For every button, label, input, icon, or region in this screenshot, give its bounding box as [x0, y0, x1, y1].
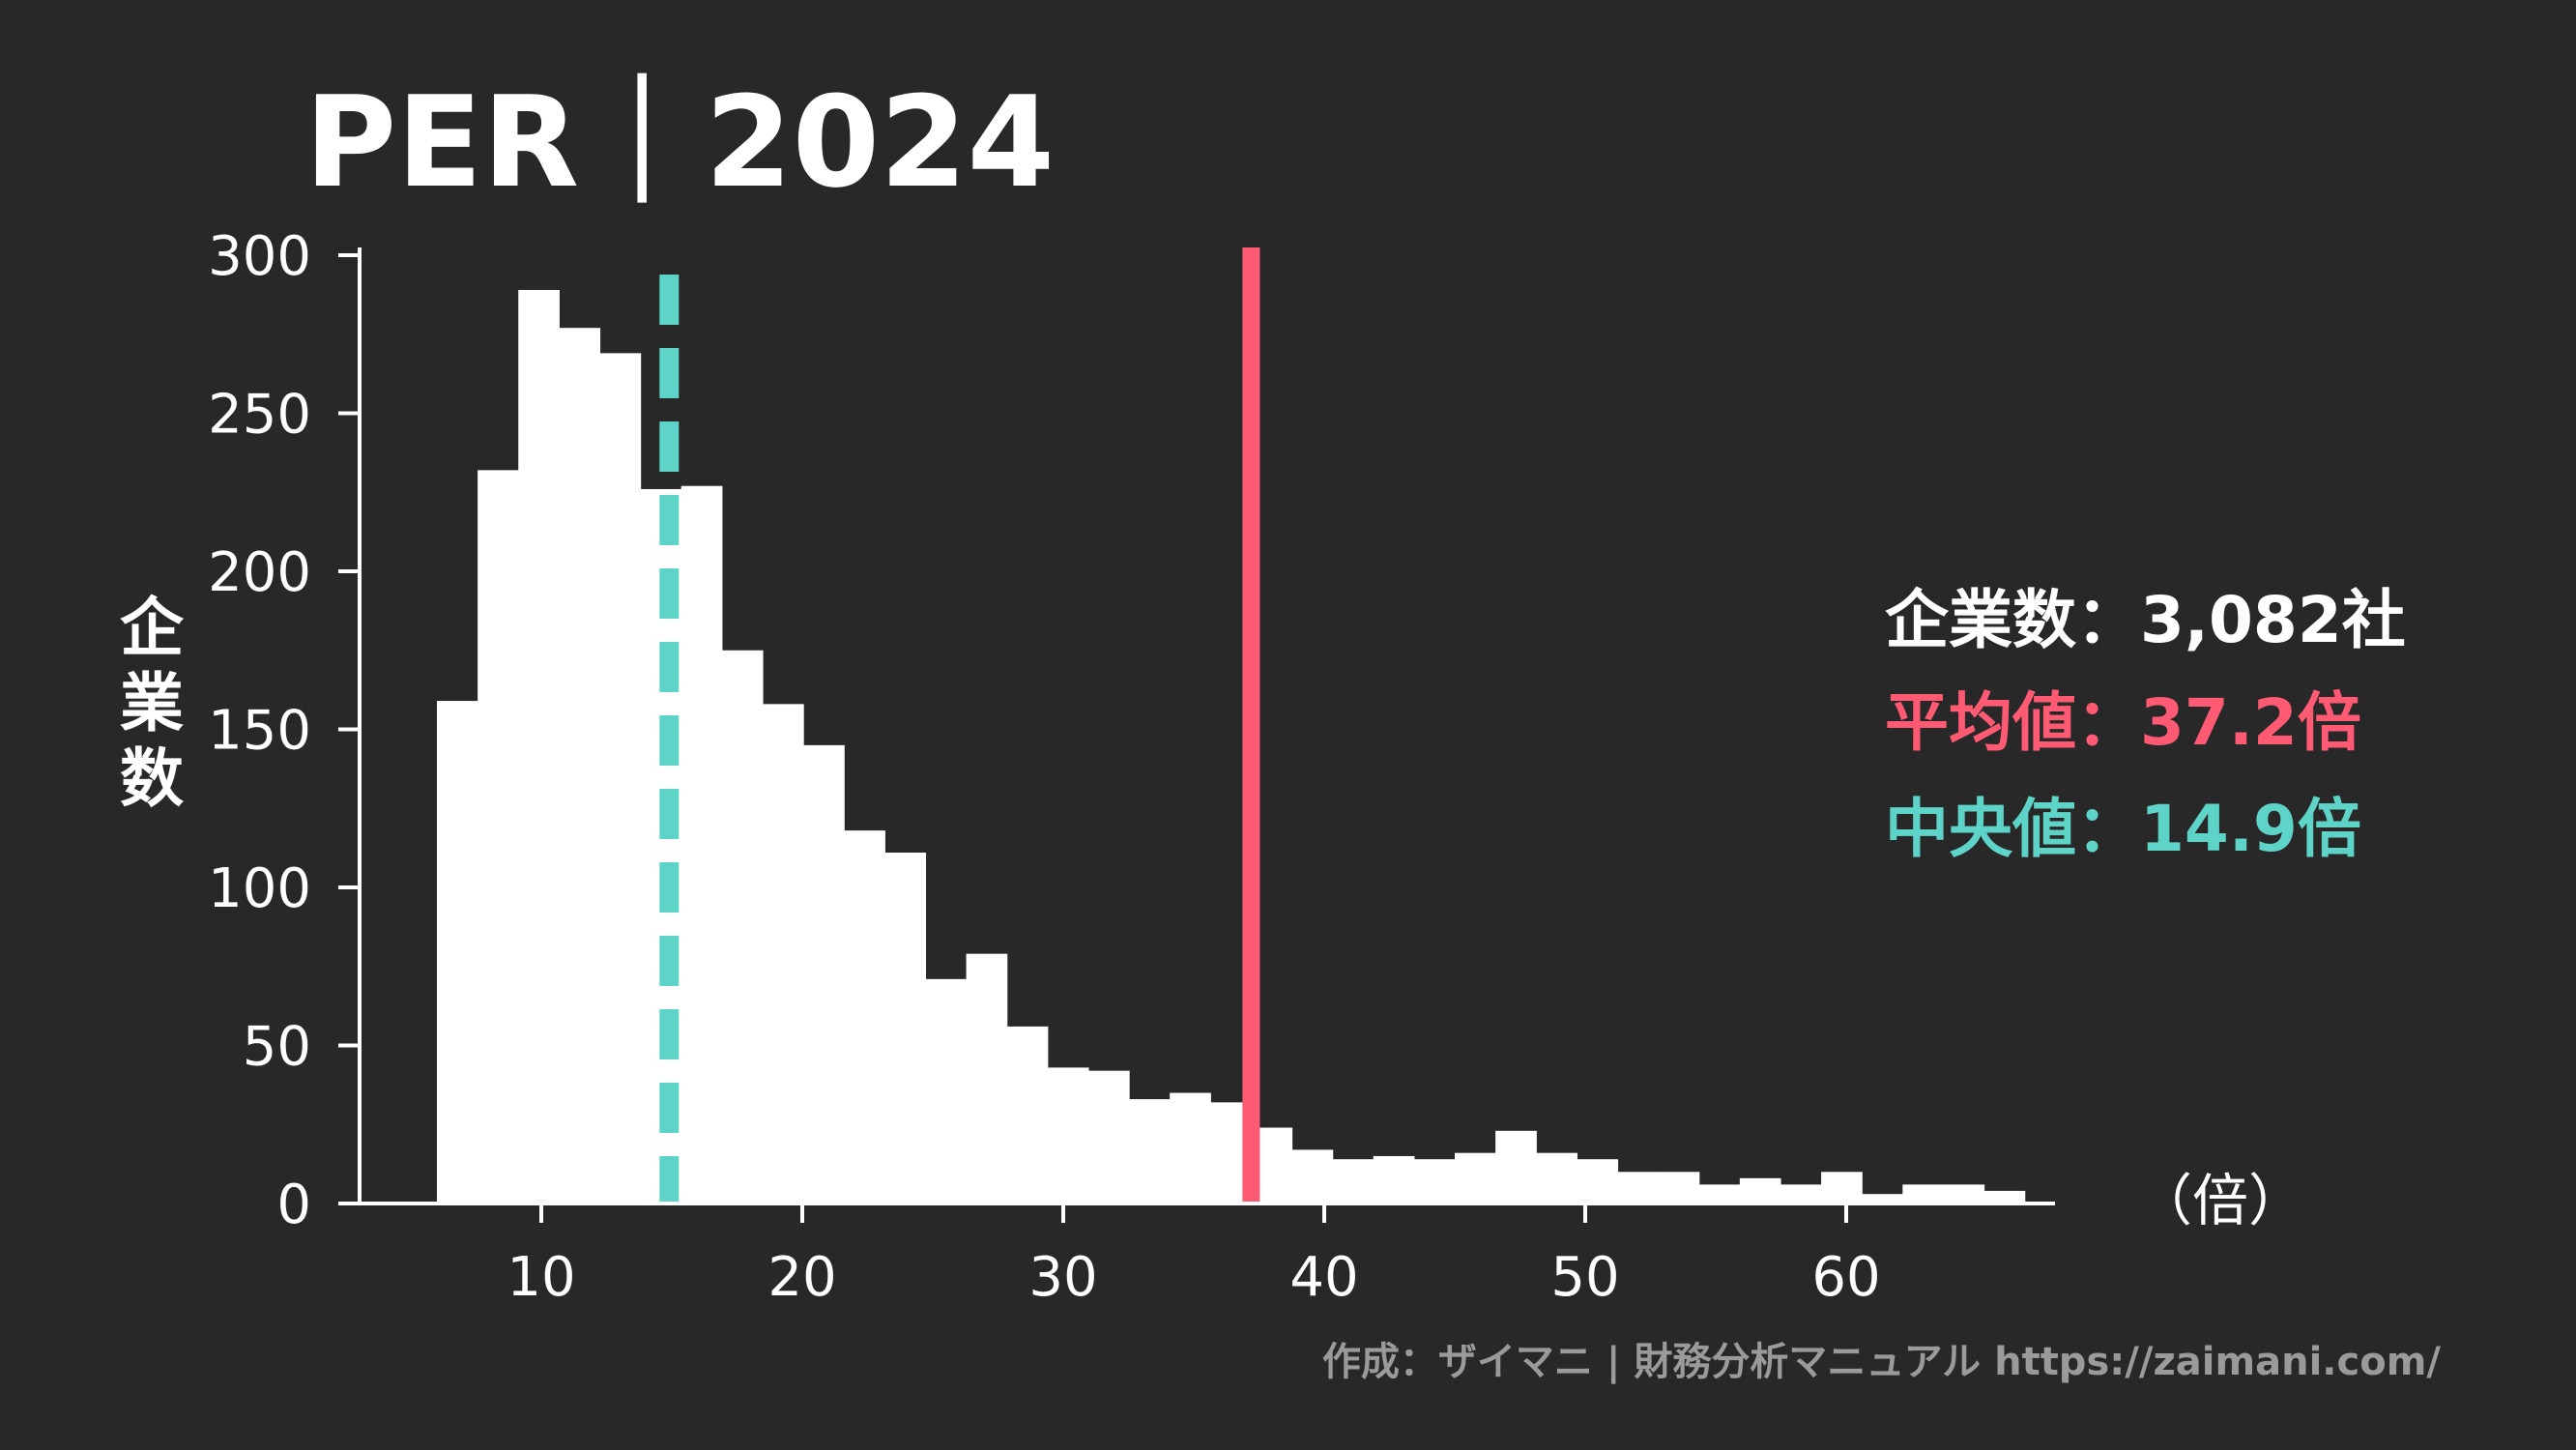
reference-lines: [659, 247, 1260, 1204]
median-label: 中央値: [1885, 792, 2076, 866]
count-label: 企業数: [1885, 583, 2076, 657]
histogram-bar: [1780, 1184, 1822, 1204]
histogram-bar: [1129, 1099, 1171, 1204]
histogram-bar: [478, 470, 519, 1204]
y-tick-label: 100: [208, 857, 311, 920]
x-tick-label: 30: [1028, 1246, 1097, 1309]
histogram-bar: [1332, 1159, 1375, 1204]
x-axis-label: （倍）: [2136, 1168, 2304, 1233]
histogram-bar: [721, 650, 764, 1204]
y-axis-label: 企業数: [120, 591, 185, 816]
x-tick-label: 20: [767, 1246, 836, 1309]
histogram-bar: [803, 744, 845, 1204]
y-axis-label-char: 企: [120, 591, 185, 665]
histogram-bar: [1047, 1067, 1089, 1204]
median-separator: ：: [2076, 792, 2140, 866]
chart-title: PER｜2024: [304, 69, 1055, 216]
count-separator: ：: [2076, 583, 2140, 657]
y-tick-label: 150: [208, 700, 311, 763]
mean-separator: ：: [2076, 685, 2140, 760]
x-tick-label: 10: [507, 1246, 575, 1309]
histogram-bar: [599, 353, 642, 1204]
histogram-bar: [559, 328, 601, 1204]
histogram-bar: [680, 485, 723, 1204]
histogram-bar: [1413, 1159, 1456, 1204]
histogram-bar: [925, 978, 968, 1204]
y-axis-label-char: 業: [120, 666, 184, 740]
histogram-bar: [1821, 1172, 1863, 1204]
histogram-bar: [844, 830, 885, 1204]
count-value: 3,082社: [2140, 583, 2406, 657]
median-stat: 中央値：14.9倍: [1885, 792, 2361, 866]
median-value: 14.9倍: [2140, 792, 2361, 866]
histogram-bar: [1291, 1149, 1334, 1204]
histogram-bar: [966, 953, 1008, 1204]
histogram-bar: [1170, 1092, 1211, 1204]
histogram-bar: [1373, 1155, 1415, 1204]
histogram-bar: [762, 704, 804, 1204]
histogram-bar: [1983, 1190, 2026, 1204]
axes: [338, 247, 2055, 1223]
y-tick-label: 300: [208, 225, 311, 288]
tick-labels: 0 50 100 150 200 250 300 10 20 30 40 50 60: [208, 225, 1881, 1309]
y-tick-label: 0: [276, 1174, 311, 1236]
y-axis-label-char: 数: [120, 741, 184, 816]
histogram-bar: [1617, 1172, 1660, 1204]
histogram-bar: [1087, 1070, 1130, 1204]
histogram-bar: [1006, 1026, 1049, 1204]
y-tick-label: 200: [208, 541, 311, 604]
histogram-bar: [1739, 1177, 1781, 1204]
histogram-bar: [1698, 1184, 1741, 1204]
mean-value: 37.2倍: [2140, 685, 2361, 760]
histogram-bar: [1455, 1152, 1496, 1204]
mean-label: 平均値: [1885, 685, 2076, 760]
mean-stat: 平均値：37.2倍: [1885, 685, 2361, 760]
histogram-bar: [437, 701, 478, 1204]
x-tick-label: 40: [1289, 1246, 1358, 1309]
histogram-bar: [1862, 1194, 1903, 1204]
x-tick-label: 50: [1550, 1246, 1619, 1309]
count-stat: 企業数：3,082社: [1885, 583, 2406, 657]
y-tick-label: 50: [243, 1016, 311, 1079]
histogram-bar: [1943, 1184, 1985, 1204]
stats-panel: 企業数：3,082社 平均値：37.2倍 中央値：14.9倍: [1885, 583, 2406, 866]
x-tick-label: 60: [1811, 1246, 1880, 1309]
histogram-bar: [518, 289, 560, 1204]
histogram-bar: [884, 853, 927, 1204]
histogram-bar: [1577, 1159, 1619, 1204]
histogram-bar: [1902, 1184, 1945, 1204]
histogram-bars: [437, 289, 2026, 1204]
histogram-bar: [1495, 1130, 1537, 1204]
y-tick-label: 250: [208, 384, 311, 447]
histogram-bar: [1658, 1172, 1700, 1204]
credit-text: 作成：ザイマニ | 財務分析マニュアル https://zaimani.com/: [1322, 1340, 2441, 1385]
histogram-bar: [1536, 1152, 1577, 1204]
